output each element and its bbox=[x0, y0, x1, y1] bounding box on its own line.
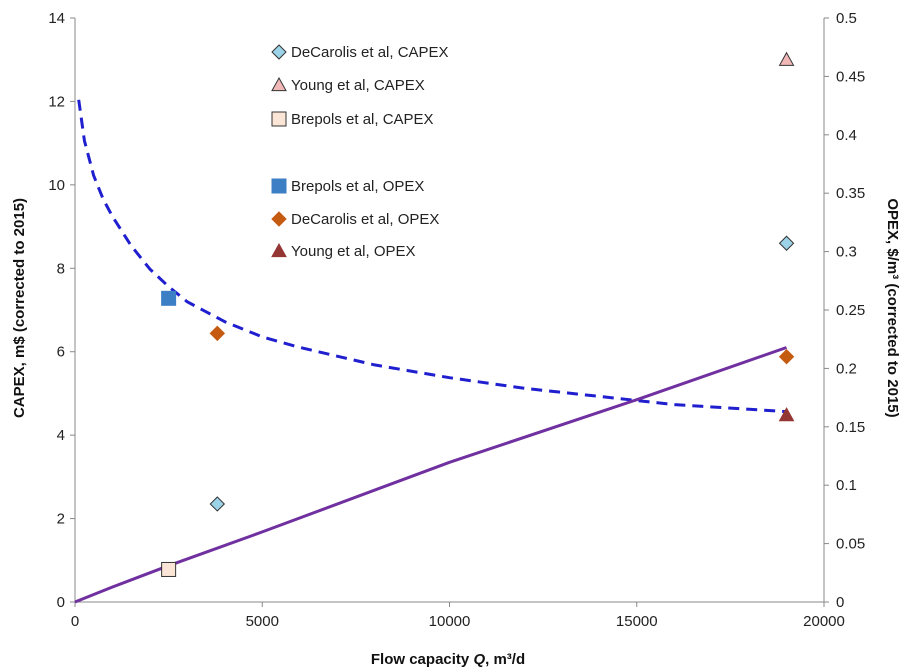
legend-marker bbox=[271, 242, 287, 258]
data-point bbox=[161, 561, 177, 577]
data-point bbox=[209, 496, 226, 512]
data-points bbox=[161, 51, 795, 577]
x-axis-title: Flow capacity Q, m³/d bbox=[371, 651, 525, 668]
y-right-tick-label: 0.05 bbox=[836, 536, 865, 553]
left-axis-ticks: 0 2 4 6 8 10 12 14 bbox=[48, 10, 75, 611]
y-right-tick-label: 0 bbox=[836, 594, 844, 611]
legend-marker bbox=[271, 76, 287, 92]
y-left-tick-label: 8 bbox=[57, 260, 65, 277]
legend-label: Brepols et al, CAPEX bbox=[291, 111, 434, 128]
x-tick-label: 5000 bbox=[246, 613, 279, 630]
right-axis-ticks: 0 0.05 0.1 0.15 0.2 0.25 0.3 0.35 0.4 0.45 0.5 bbox=[824, 10, 865, 611]
x-tick-label: 15000 bbox=[616, 613, 658, 630]
legend-marker bbox=[271, 178, 287, 194]
legend-label: Young et al, OPEX bbox=[291, 243, 416, 260]
data-point bbox=[778, 349, 795, 365]
y-right-tick-label: 0.45 bbox=[836, 68, 865, 85]
legend-label: Brepols et al, OPEX bbox=[291, 178, 424, 195]
y-left-tick-label: 14 bbox=[48, 10, 65, 27]
data-point bbox=[778, 407, 795, 422]
y-right-tick-label: 0.3 bbox=[836, 244, 857, 261]
data-point bbox=[161, 290, 177, 306]
data-point bbox=[778, 235, 795, 251]
y-right-tick-label: 0.4 bbox=[836, 127, 857, 144]
legend-label: Young et al, CAPEX bbox=[291, 77, 425, 94]
legend-marker bbox=[271, 44, 287, 60]
y-left-tick-label: 4 bbox=[57, 427, 65, 444]
y-left-tick-label: 10 bbox=[48, 177, 65, 194]
y-right-tick-label: 0.5 bbox=[836, 10, 857, 27]
y-left-tick-label: 6 bbox=[57, 344, 65, 361]
x-tick-label: 20000 bbox=[803, 613, 845, 630]
opex-fit-curve bbox=[77, 99, 787, 414]
x-axis-ticks: 0 5000 10000 15000 20000 bbox=[71, 602, 845, 630]
data-point bbox=[209, 325, 226, 342]
y-left-axis-title: CAPEX, m$ (corrected to 2015) bbox=[11, 198, 28, 418]
legend-label: DeCarolis et al, CAPEX bbox=[291, 44, 449, 61]
y-right-tick-label: 0.25 bbox=[836, 302, 865, 319]
legend-marker bbox=[271, 211, 287, 227]
y-left-tick-label: 2 bbox=[57, 511, 65, 528]
y-right-axis-title: OPEX, $/m³ (corrected to 2015) bbox=[884, 198, 901, 417]
capex-fit-curve bbox=[74, 346, 787, 604]
x-tick-label: 0 bbox=[71, 613, 79, 630]
legend-marker bbox=[271, 111, 287, 127]
legend-label: DeCarolis et al, OPEX bbox=[291, 211, 439, 228]
y-right-tick-label: 0.2 bbox=[836, 360, 857, 377]
y-right-tick-label: 0.15 bbox=[836, 419, 865, 436]
fit-curves bbox=[74, 99, 787, 604]
y-right-tick-label: 0.1 bbox=[836, 477, 857, 494]
y-left-tick-label: 0 bbox=[57, 594, 65, 611]
axes bbox=[74, 18, 825, 603]
legend: DeCarolis et al, CAPEX Young et al, CAPEX… bbox=[271, 44, 449, 260]
data-point bbox=[778, 51, 795, 66]
y-right-tick-label: 0.35 bbox=[836, 185, 865, 202]
x-tick-label: 10000 bbox=[429, 613, 471, 630]
y-left-tick-label: 12 bbox=[48, 93, 65, 110]
